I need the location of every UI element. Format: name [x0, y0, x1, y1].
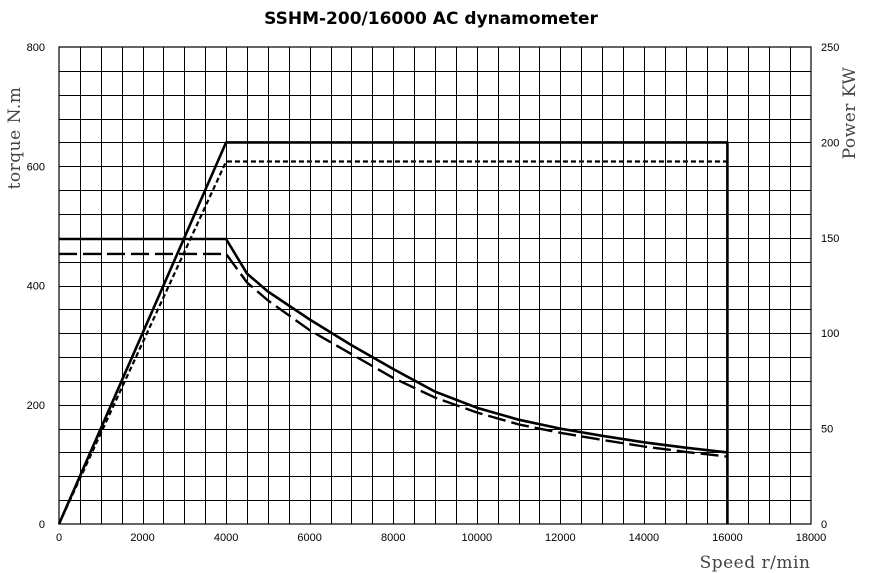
y-right-tick-label: 200	[821, 137, 839, 149]
y-left-tick-label: 800	[27, 42, 45, 54]
x-tick-label: 6000	[297, 532, 321, 544]
torque-curve-solid-0	[59, 237, 728, 454]
y-right-tick-labels: 0 50 100 150 200 250	[821, 42, 839, 531]
y-left-tick-label: 600	[27, 161, 45, 173]
x-tick-label: 4000	[214, 532, 238, 544]
x-tick-labels: 0 2000 4000 6000 8000 10000 12000 14000 16000 180…	[56, 532, 826, 544]
chart-title: SSHM-200/16000 AC dynamometer	[264, 9, 598, 29]
y-right-tick-label: 100	[821, 328, 839, 340]
y-left-tick-label: 400	[27, 281, 45, 293]
y-right-tick-label: 0	[821, 519, 827, 531]
x-tick-label: 2000	[130, 532, 154, 544]
x-tick-label: 16000	[712, 532, 743, 544]
grid-lines	[59, 47, 811, 524]
x-tick-label: 18000	[796, 532, 827, 544]
plot-frame	[58, 46, 812, 525]
series-layer	[57, 141, 729, 525]
y-left-tick-labels: 0 200 400 600 800	[27, 42, 45, 531]
y-right-axis-label: Power KW	[840, 67, 860, 160]
x-tick-label: 14000	[629, 532, 660, 544]
x-tick-label: 10000	[461, 532, 492, 544]
y-left-tick-label: 0	[39, 519, 45, 531]
y-left-axis-label: torque N.m	[5, 87, 25, 190]
y-right-tick-label: 150	[821, 233, 839, 245]
power-curve-dotted-3	[58, 160, 729, 525]
x-tick-label: 0	[56, 532, 62, 544]
x-tick-label: 12000	[545, 532, 576, 544]
x-tick-label: 8000	[381, 532, 405, 544]
y-left-tick-label: 200	[27, 400, 45, 412]
torque-curve-dashed-1	[59, 252, 728, 458]
x-axis-label: Speed r/min	[700, 553, 811, 573]
y-right-tick-label: 250	[821, 42, 839, 54]
y-right-tick-label: 50	[821, 424, 833, 436]
